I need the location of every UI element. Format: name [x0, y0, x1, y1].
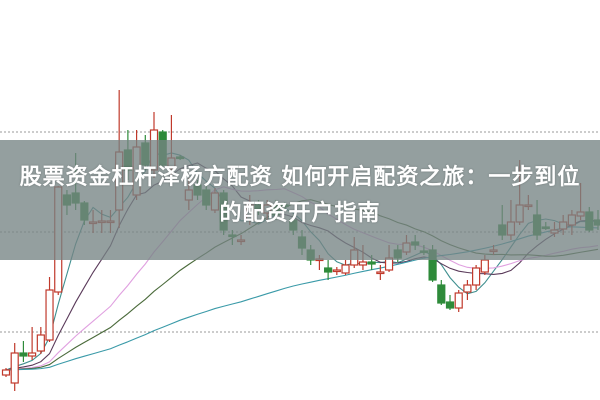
- candle: [332, 267, 341, 275]
- candle: [19, 341, 28, 362]
- candle-body: [358, 261, 368, 266]
- candle: [324, 260, 333, 280]
- candle-body: [463, 284, 472, 293]
- candle-body: [480, 259, 489, 273]
- candle: [1, 368, 11, 377]
- candle-body: [36, 334, 45, 352]
- candle: [341, 260, 350, 275]
- candle: [472, 265, 481, 290]
- candle-body: [367, 261, 376, 265]
- candle-body: [19, 352, 28, 357]
- candle: [437, 280, 446, 305]
- candle-body: [324, 267, 333, 273]
- candle: [28, 327, 37, 360]
- candle-body: [1, 369, 11, 376]
- candle: [36, 327, 45, 354]
- candle: [10, 343, 19, 391]
- candle: [45, 277, 54, 342]
- candle-body: [454, 292, 463, 309]
- candle-body: [332, 269, 341, 273]
- candle-body: [376, 271, 385, 275]
- candle-body: [437, 284, 446, 304]
- candle: [454, 290, 463, 312]
- title-banner: [0, 140, 600, 260]
- candle-body: [472, 267, 481, 286]
- candle-body: [28, 352, 37, 357]
- candle-body: [45, 289, 54, 341]
- candle: [376, 265, 385, 280]
- article-title: 股票资金杠杆泽杨方配资 如何开启配资之旅：一步到位的配资开户指南: [19, 165, 581, 226]
- candle-body: [10, 352, 19, 384]
- candle: [445, 295, 455, 310]
- candle-body: [445, 301, 455, 309]
- candle-body: [341, 264, 350, 274]
- candle: [463, 280, 472, 300]
